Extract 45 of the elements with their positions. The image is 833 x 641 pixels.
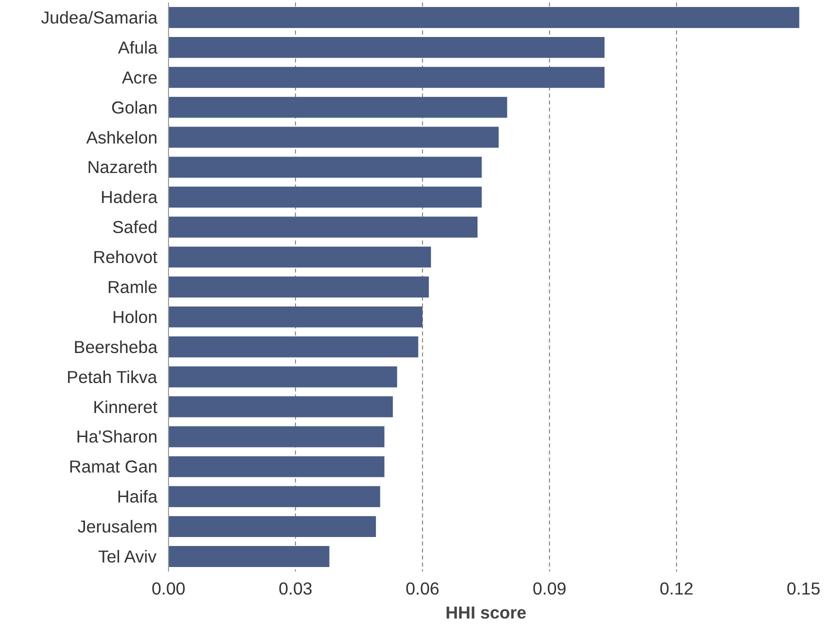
y-tick-label: Rehovot: [92, 247, 158, 268]
x-tick-label: 0.00: [152, 578, 186, 598]
bar: [168, 156, 482, 178]
y-tick-label: Golan: [111, 97, 158, 118]
x-axis-title: HHI score: [446, 602, 527, 622]
y-tick-label: Kinneret: [92, 396, 158, 417]
bar: [168, 336, 418, 358]
y-tick-label: Judea/Samaria: [40, 7, 158, 28]
bar: [168, 276, 429, 298]
bar: [168, 516, 376, 538]
bar: [168, 396, 393, 418]
y-tick-label: Nazareth: [87, 157, 158, 178]
y-tick-label: Ramat Gan: [68, 456, 158, 477]
y-tick-label: Acre: [122, 67, 158, 88]
bar: [168, 306, 422, 328]
y-tick-label: Ha'Sharon: [76, 426, 158, 447]
y-tick-label: Tel Aviv: [98, 546, 157, 567]
bar: [168, 546, 330, 568]
y-tick-label: Ashkelon: [86, 127, 158, 148]
y-tick-label: Afula: [118, 37, 158, 58]
bar: [168, 366, 398, 388]
y-tick-label: Holon: [112, 306, 158, 327]
bar: [168, 126, 499, 148]
bar: [168, 486, 380, 508]
bar: [168, 186, 482, 208]
x-tick-label: 0.03: [278, 578, 312, 598]
y-tick-label: Beersheba: [74, 336, 158, 357]
y-tick-label: Petah Tikva: [66, 366, 158, 387]
bar: [168, 36, 605, 58]
x-tick-label: 0.06: [406, 578, 440, 598]
bar: [168, 456, 384, 478]
y-tick-label: Jerusalem: [78, 516, 158, 537]
bar: [168, 246, 431, 268]
x-tick-label: 0.15: [786, 578, 820, 598]
y-tick-label: Haifa: [117, 486, 158, 507]
bar: [168, 96, 508, 118]
y-tick-label: Ramle: [107, 277, 158, 297]
y-tick-label: Hadera: [100, 187, 158, 208]
bar: [168, 216, 478, 238]
bar: [168, 426, 384, 448]
y-tick-label: Safed: [112, 217, 158, 238]
bar: [168, 66, 605, 88]
bar: [168, 6, 800, 28]
x-tick-label: 0.09: [532, 578, 566, 598]
x-tick-label: 0.12: [660, 578, 694, 598]
